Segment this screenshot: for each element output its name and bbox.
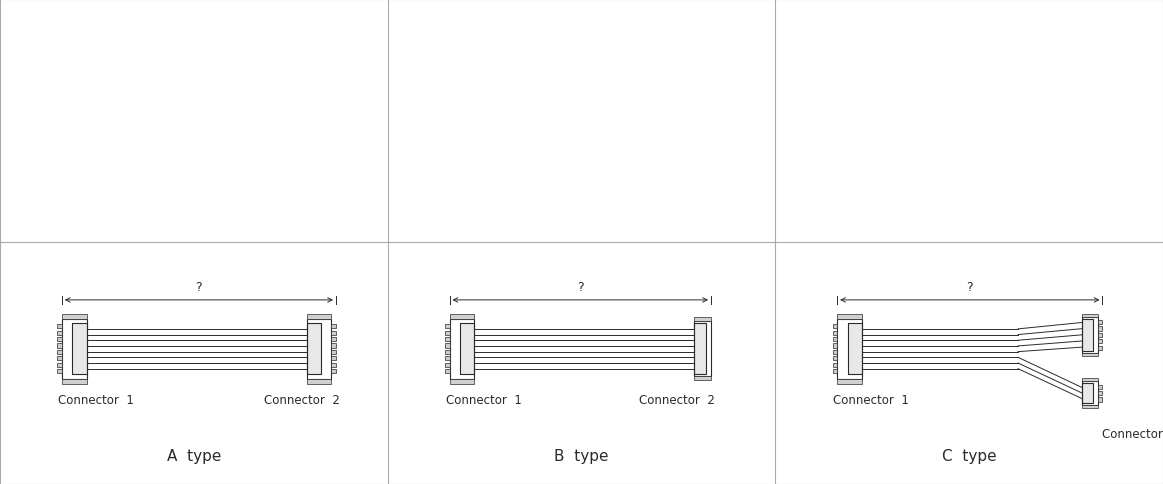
Bar: [1098, 391, 1103, 395]
Text: Connector  1: Connector 1: [58, 393, 134, 406]
Bar: [1082, 317, 1098, 353]
Text: Connector  1: Connector 1: [445, 393, 522, 406]
Bar: [694, 377, 711, 380]
Bar: [57, 357, 62, 361]
Bar: [331, 344, 336, 348]
Bar: [1082, 353, 1098, 356]
Bar: [833, 337, 837, 342]
Bar: [307, 379, 331, 384]
Text: C  type: C type: [942, 449, 997, 463]
Bar: [833, 325, 837, 329]
Bar: [57, 337, 62, 342]
Bar: [445, 363, 450, 367]
Bar: [62, 314, 87, 319]
Bar: [57, 331, 62, 335]
Bar: [833, 331, 837, 335]
Bar: [1082, 378, 1098, 381]
Bar: [445, 325, 450, 329]
Bar: [307, 319, 331, 379]
Text: Connector  2: Connector 2: [264, 393, 340, 406]
Bar: [1098, 327, 1103, 331]
Bar: [57, 369, 62, 374]
Bar: [450, 379, 475, 384]
Bar: [57, 350, 62, 354]
Bar: [445, 337, 450, 342]
Bar: [450, 319, 475, 379]
Bar: [1098, 339, 1103, 344]
Bar: [57, 363, 62, 367]
Bar: [1098, 385, 1103, 389]
Bar: [833, 350, 837, 354]
Text: ?: ?: [577, 281, 584, 294]
Bar: [1098, 333, 1103, 337]
Bar: [331, 357, 336, 361]
Bar: [331, 331, 336, 335]
Bar: [1082, 319, 1093, 351]
Bar: [1098, 397, 1103, 402]
Bar: [307, 323, 321, 375]
Bar: [445, 350, 450, 354]
Bar: [331, 369, 336, 374]
Bar: [461, 323, 475, 375]
Text: ?: ?: [966, 281, 973, 294]
Bar: [331, 325, 336, 329]
Bar: [694, 321, 711, 377]
Bar: [450, 314, 475, 319]
Bar: [694, 318, 711, 321]
Bar: [62, 379, 87, 384]
Bar: [445, 344, 450, 348]
Bar: [331, 350, 336, 354]
Bar: [57, 325, 62, 329]
Bar: [307, 314, 331, 319]
Bar: [57, 344, 62, 348]
Bar: [1098, 346, 1103, 350]
Text: A  type: A type: [166, 449, 221, 463]
Text: Connector  2: Connector 2: [638, 393, 715, 406]
Bar: [837, 314, 862, 319]
Bar: [837, 379, 862, 384]
Bar: [833, 357, 837, 361]
Bar: [445, 369, 450, 374]
Bar: [1082, 381, 1098, 405]
Bar: [1098, 320, 1103, 324]
Bar: [848, 323, 862, 375]
Text: Connector  1: Connector 1: [834, 393, 909, 406]
Bar: [445, 331, 450, 335]
Bar: [72, 323, 87, 375]
Bar: [694, 323, 706, 375]
Bar: [837, 319, 862, 379]
Bar: [1082, 384, 1093, 403]
Bar: [445, 357, 450, 361]
Bar: [1082, 405, 1098, 408]
Text: Connector  2: Connector 2: [1101, 427, 1163, 440]
Text: ?: ?: [195, 281, 202, 294]
Bar: [833, 363, 837, 367]
Bar: [62, 319, 87, 379]
Bar: [331, 337, 336, 342]
Text: B  type: B type: [555, 449, 608, 463]
Bar: [833, 369, 837, 374]
Bar: [833, 344, 837, 348]
Bar: [331, 363, 336, 367]
Bar: [1082, 314, 1098, 317]
